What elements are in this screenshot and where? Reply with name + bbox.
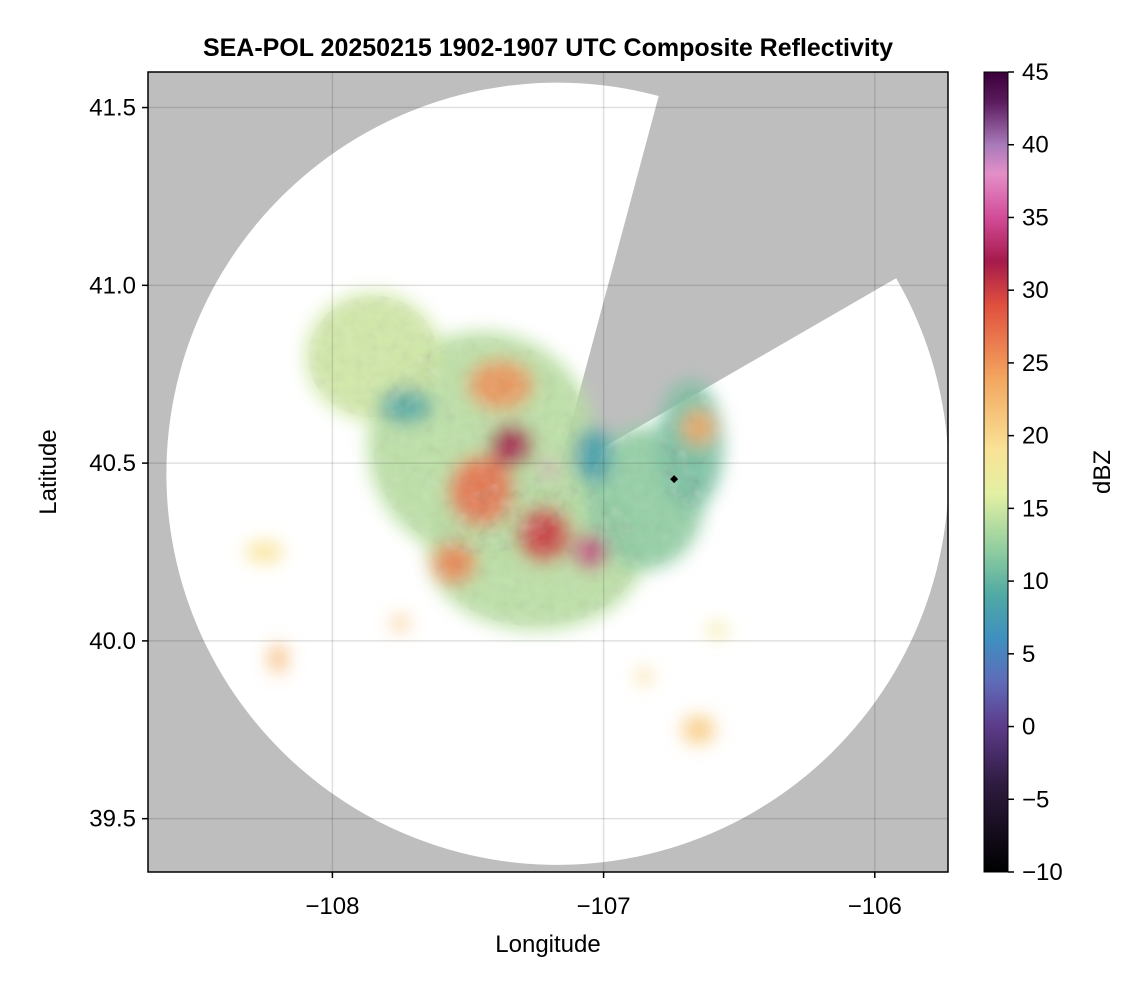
colorbar-gradient (984, 72, 1008, 872)
echo-region (270, 644, 287, 673)
x-tick-label: −108 (305, 893, 359, 920)
echo-region (706, 623, 729, 638)
colorbar-tick-label: 0 (1022, 714, 1035, 741)
colorbar-frame (983, 71, 1009, 873)
chart-title: SEA-POL 20250215 1902-1907 UTC Composite… (203, 34, 893, 62)
echo-region (682, 715, 715, 744)
colorbar-label: dBZ (1089, 450, 1116, 494)
colorbar-tick-label: 40 (1022, 132, 1049, 159)
y-tick-label: 39.5 (89, 806, 136, 833)
colorbar-tick-label: 20 (1022, 423, 1049, 450)
echo-speckle (432, 477, 639, 627)
y-tick-label: 40.0 (89, 628, 136, 655)
y-tick-label: 41.5 (89, 95, 136, 122)
echo-region (245, 541, 284, 563)
echo-region (636, 669, 653, 684)
y-tick-label: 41.0 (89, 272, 136, 299)
x-tick-label: −107 (577, 893, 631, 920)
x-axis-label: Longitude (495, 931, 600, 958)
colorbar-tick-label: 15 (1022, 495, 1049, 522)
colorbar-tick-label: −10 (1022, 859, 1063, 886)
colorbar-tick-label: 5 (1022, 641, 1035, 668)
colorbar-tick-label: 45 (1022, 59, 1049, 86)
colorbar-tick-label: 30 (1022, 277, 1049, 304)
colorbar-tick-label: 10 (1022, 568, 1049, 595)
y-tick-label: 40.5 (89, 450, 136, 477)
echo-speckle (659, 384, 722, 507)
plot-frame (147, 71, 949, 873)
echo-texture (308, 295, 722, 627)
gridlines (148, 72, 948, 872)
colorbar-ticks: −10 −5 0 5 10 15 20 25 30 35 40 45 (983, 59, 1063, 886)
y-axis-label: Latitude (35, 429, 62, 514)
plot-area (147, 71, 949, 873)
y-axis: 39.5 40.0 40.5 41.0 41.5 (89, 95, 148, 833)
echo-region (392, 616, 409, 631)
colorbar-tick-label: 35 (1022, 204, 1049, 231)
x-tick-label: −106 (848, 893, 902, 920)
colorbar: −10 −5 0 5 10 15 20 25 30 35 40 45 dBZ (983, 59, 1116, 886)
x-axis: −108 −107 −106 (305, 872, 902, 920)
echo-speckle (308, 295, 438, 418)
site-marker (670, 475, 679, 484)
colorbar-tick-label: −5 (1022, 786, 1049, 813)
colorbar-tick-label: 25 (1022, 350, 1049, 377)
